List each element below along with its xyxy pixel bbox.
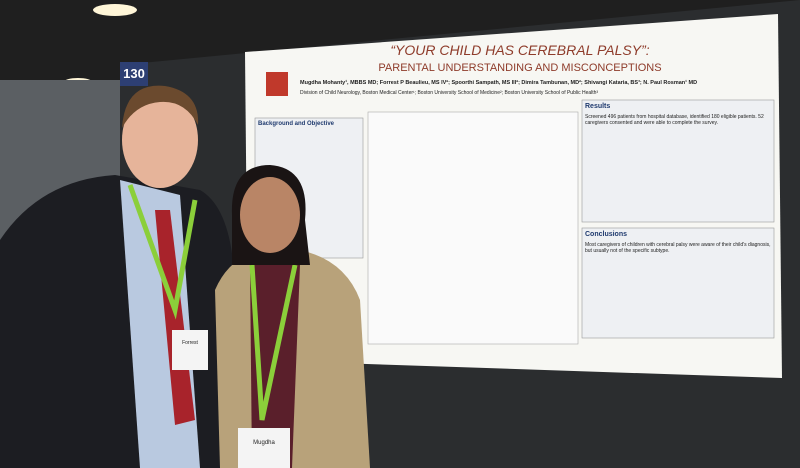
section-text: Most caregivers of children with cerebra…: [585, 242, 771, 254]
poster-panel: [581, 99, 775, 223]
poster-tables: [367, 111, 579, 345]
badge-name: Mugdha: [253, 440, 275, 446]
hair: [122, 85, 199, 128]
poster-title: “YOUR CHILD HAS CEREBRAL PALSY”:: [390, 42, 650, 58]
booth-number: 130: [123, 66, 145, 81]
logo: [266, 72, 288, 96]
badge: [172, 330, 208, 370]
lanyard: [249, 264, 298, 421]
poster-panel: [581, 227, 775, 339]
section-heading: Background and Objective: [258, 121, 335, 127]
booth-sign: [120, 62, 148, 86]
ceiling-light: [93, 4, 137, 16]
section-heading: Results: [585, 103, 611, 110]
badge: [238, 428, 290, 468]
poster-affiliations: Division of Child Neurology, Boston Medi…: [300, 90, 599, 96]
face: [122, 92, 198, 188]
section-heading: Conclusions: [585, 231, 628, 238]
tie: [155, 210, 195, 425]
badge-name: Forrest: [182, 340, 198, 346]
section-text: Screened 496 patients from hospital data…: [585, 114, 764, 126]
poster-authors: Mugdha Mohanty¹, MBBS MD; Forrest P Beau…: [300, 80, 698, 86]
poster-subtitle: PARENTAL UNDERSTANDING AND MISCONCEPTION…: [378, 62, 662, 74]
suit: [0, 175, 235, 468]
face: [240, 177, 300, 253]
lanyard: [127, 184, 198, 320]
